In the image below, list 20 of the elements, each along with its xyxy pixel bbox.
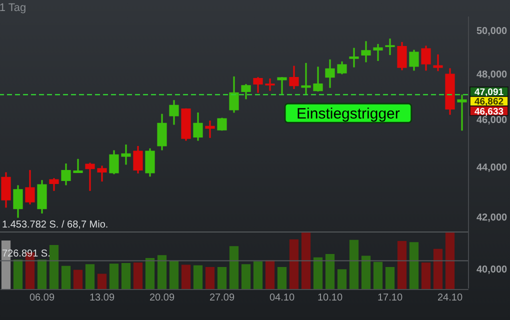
x-tick-label: 24.10 (437, 292, 463, 304)
text: 47,091 (474, 87, 504, 98)
ref-line-label: 1.453.782 S. / 68,7 Mio. (2, 220, 108, 230)
x-tick-label: 10.10 (317, 292, 343, 304)
y-tick-label: 40,000 (476, 264, 508, 276)
x-tick-label: 27.09 (209, 292, 235, 304)
y-tick-label: 42,000 (476, 212, 508, 224)
x-tick-label: 06.09 (29, 292, 55, 304)
x-tick-label: 17.10 (377, 292, 403, 304)
x-tick-label: 04.10 (269, 292, 295, 304)
y-tick-label: 46,000 (476, 115, 508, 126)
y-tick-label: 48,000 (476, 70, 508, 81)
x-tick-label: 13.09 (89, 292, 115, 304)
y-tick-label: 50,000 (476, 26, 508, 38)
chart-title: 1 Tag (0, 2, 26, 14)
text: 46,633 (474, 106, 504, 118)
text: 46,862 (474, 96, 504, 108)
y-tick-label: 44,000 (476, 162, 508, 174)
ref-line-label: Einstiegstrigger (296, 106, 400, 123)
x-tick-label: 20.09 (149, 292, 175, 304)
